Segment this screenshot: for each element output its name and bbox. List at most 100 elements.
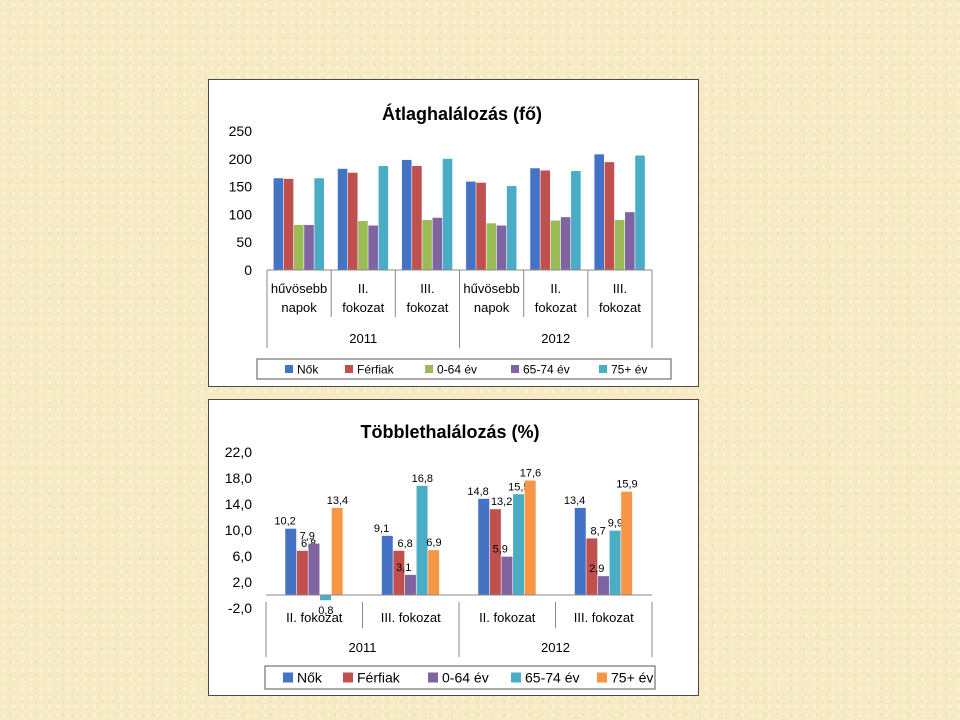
excess-mortality-chart-panel: Többlethalálozás (%) -2,0 2,0 6,0 10,0 14,0 1…	[208, 399, 699, 696]
bar-f-rfiak	[412, 166, 422, 270]
data-label: 0,8	[318, 605, 333, 617]
legend-box	[264, 665, 656, 690]
bar-65-74-v	[432, 217, 443, 270]
data-label: 7,9	[300, 531, 315, 543]
data-label: 17,6	[520, 468, 541, 480]
legend-swatch	[343, 672, 353, 683]
bar-0-64-v	[614, 219, 625, 270]
bar-0-64-v	[486, 223, 497, 270]
year-group-label: 2012	[541, 640, 570, 655]
bar-65-74-v	[625, 212, 635, 270]
y-tick-label: 50	[236, 234, 252, 250]
bar-n-k	[466, 181, 476, 270]
bar-75-v	[442, 158, 453, 270]
y-tick-label: 200	[229, 151, 253, 167]
legend-swatch	[425, 365, 433, 373]
legend-label: Férfiak	[357, 670, 401, 686]
category-label: fokozat	[599, 300, 641, 315]
category-label: fokozat	[406, 300, 448, 315]
bar-f-rfiak	[604, 162, 615, 270]
bar-75-v	[428, 550, 440, 595]
legend-swatch	[597, 672, 607, 683]
category-label: II. fokozat	[479, 610, 536, 625]
bar-65-74-v	[416, 485, 428, 595]
y-tick-label: 14,0	[225, 496, 252, 512]
chart-title: Többlethalálozás (%)	[360, 422, 539, 442]
bar-0-64-v	[358, 221, 368, 270]
bar-75-v	[571, 171, 581, 270]
data-label: 6,9	[426, 537, 441, 549]
legend-label: Nők	[297, 362, 319, 376]
category-label: III. fokozat	[381, 610, 441, 625]
legend-box	[256, 358, 672, 380]
y-tick-label: -2,0	[228, 600, 252, 616]
bar-n-k	[594, 154, 605, 270]
y-tick-label: 0	[244, 262, 252, 278]
bar-65-74-v	[304, 224, 314, 270]
bar-f-rfiak	[393, 550, 405, 595]
data-label: 9,1	[374, 523, 389, 535]
bar-65-74-v	[496, 225, 507, 270]
bar-n-k	[401, 159, 412, 270]
y-tick-label: 6,0	[233, 548, 253, 564]
bar-75-v	[506, 186, 517, 270]
bar-75-v	[314, 178, 324, 270]
bar-75-v	[331, 507, 343, 595]
y-tick-label: 18,0	[225, 470, 252, 486]
category-label: napok	[281, 300, 317, 315]
bar-f-rfiak	[489, 509, 501, 595]
bar-f-rfiak	[283, 178, 294, 270]
bar-n-k	[381, 535, 393, 595]
y-tick-label: 22,0	[225, 444, 252, 460]
category-label: fokozat	[535, 300, 577, 315]
legend-label: Férfiak	[357, 362, 395, 376]
chart-title: Átlaghalálozás (fő)	[382, 103, 542, 124]
bar-65-74-v	[368, 225, 378, 270]
bar-f-rfiak	[296, 550, 308, 595]
legend-label: 0-64 év	[437, 362, 477, 376]
legend-swatch	[283, 672, 293, 683]
data-label: 13,2	[491, 496, 512, 508]
bar-75-v	[378, 166, 389, 270]
data-label: 15,5	[508, 481, 529, 493]
y-tick-label: 10,0	[225, 522, 252, 538]
legend-label: 75+ év	[611, 670, 653, 686]
data-label: 8,7	[591, 525, 606, 537]
data-label: 13,4	[327, 495, 348, 507]
legend-swatch	[599, 365, 607, 373]
y-tick-label: 100	[229, 206, 253, 222]
bar-65-74-v	[513, 494, 525, 595]
bar-65-74-v	[320, 595, 332, 601]
legend-label: 65-74 év	[523, 362, 570, 376]
bar-n-k	[337, 168, 348, 270]
category-label: hűvösebb	[271, 281, 327, 296]
data-label: 3,1	[396, 562, 411, 574]
data-label: 9,9	[608, 518, 623, 530]
y-tick-label: 2,0	[233, 574, 253, 590]
mean-mortality-chart-panel: Átlaghalálozás (fő) 0 50 100 150 200 250 hűvös…	[208, 79, 699, 387]
legend-label: Nők	[297, 670, 323, 686]
data-label: 16,8	[412, 473, 433, 485]
category-label: napok	[474, 300, 510, 315]
legend-swatch	[511, 672, 521, 683]
bar-n-k	[530, 168, 540, 270]
bar-n-k	[478, 498, 490, 595]
excess-mortality-chart: Többlethalálozás (%) -2,0 2,0 6,0 10,0 14,0 1…	[225, 422, 656, 690]
data-label: 10,2	[274, 516, 295, 528]
year-group-label: 2011	[349, 640, 377, 655]
bar-65-74-v	[560, 217, 571, 270]
bar-65-74-v	[609, 530, 621, 595]
bar-n-k	[574, 507, 586, 595]
legend-label: 75+ év	[611, 362, 647, 376]
legend-label: 65-74 év	[525, 670, 579, 686]
data-label: 6,8	[398, 538, 413, 550]
category-label: III.	[420, 281, 434, 296]
category-label: II.	[358, 281, 369, 296]
year-group-label: 2011	[349, 331, 377, 346]
bar-0-64-v	[404, 574, 416, 595]
bar-n-k	[273, 178, 284, 270]
bar-75-v	[524, 480, 536, 595]
bar-0-64-v	[293, 224, 304, 270]
legend-swatch	[285, 365, 293, 373]
category-label: III.	[613, 281, 627, 296]
